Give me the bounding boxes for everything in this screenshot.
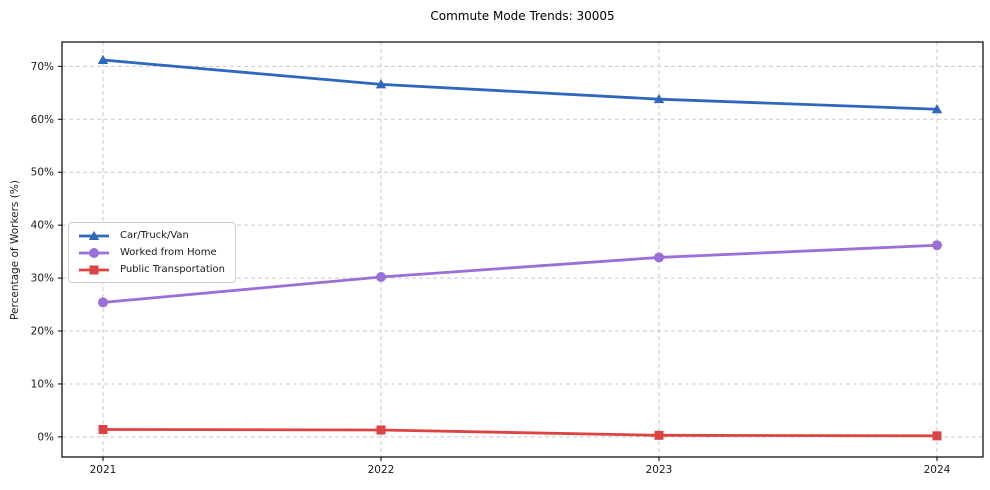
y-tick-label: 10% xyxy=(31,378,54,390)
triangle-marker xyxy=(375,79,387,89)
gridlines xyxy=(62,42,983,457)
y-tick-label: 20% xyxy=(31,326,54,338)
series-line xyxy=(101,428,939,438)
circle-marker xyxy=(932,240,942,251)
circle-marker xyxy=(654,252,664,263)
square-marker xyxy=(376,425,386,435)
triangle-marker xyxy=(88,230,100,240)
circle-marker xyxy=(89,247,99,258)
triangle-marker xyxy=(97,54,109,64)
y-tick-label: 50% xyxy=(31,167,54,179)
tick-labels: 0% 10% 20% 30% 40% 50% 60% 70% 2021 2022 2023 2024 xyxy=(31,61,951,476)
series-car-truck-van xyxy=(97,54,943,114)
square-marker xyxy=(654,430,664,440)
square-marker xyxy=(932,431,942,441)
circle-marker xyxy=(98,297,108,308)
x-tick-label: 2021 xyxy=(90,464,117,476)
triangle-marker xyxy=(931,104,943,114)
x-tick-label: 2023 xyxy=(646,464,673,476)
y-tick-label: 40% xyxy=(31,220,54,232)
triangle-marker xyxy=(653,93,665,104)
series-line xyxy=(101,243,939,304)
y-tick-label: 30% xyxy=(31,273,54,285)
plot-frame xyxy=(61,41,984,458)
legend-item-car-truck-van: Car/Truck/Van xyxy=(77,229,225,242)
legend-item-worked-from-home: Worked from Home xyxy=(77,246,225,259)
legend-item-public-transportation: Public Transportation xyxy=(77,263,225,276)
square-marker xyxy=(89,265,99,274)
axis-ticks xyxy=(58,65,938,461)
y-tick-label: 60% xyxy=(31,114,54,126)
circle-legend-marker-icon xyxy=(79,247,109,258)
x-tick-label: 2022 xyxy=(368,464,395,476)
y-tick-label: 70% xyxy=(31,61,54,73)
y-tick-label: 0% xyxy=(37,431,54,443)
square-legend-marker-icon xyxy=(79,265,109,274)
circle-marker xyxy=(376,272,386,283)
legend: Car/Truck/Van Worked from Home Public Tran… xyxy=(68,222,236,283)
legend-label: Car/Truck/Van xyxy=(120,230,189,241)
legend-label: Worked from Home xyxy=(120,247,217,258)
triangle-legend-marker-icon xyxy=(79,230,109,240)
series-line xyxy=(101,58,939,111)
series-worked-from-home xyxy=(98,240,942,308)
legend-label: Public Transportation xyxy=(120,264,225,275)
series-public-transportation xyxy=(98,424,942,441)
chart-title: Commute Mode Trends: 30005 xyxy=(430,9,615,23)
square-marker xyxy=(98,424,108,434)
x-tick-label: 2024 xyxy=(924,464,951,476)
